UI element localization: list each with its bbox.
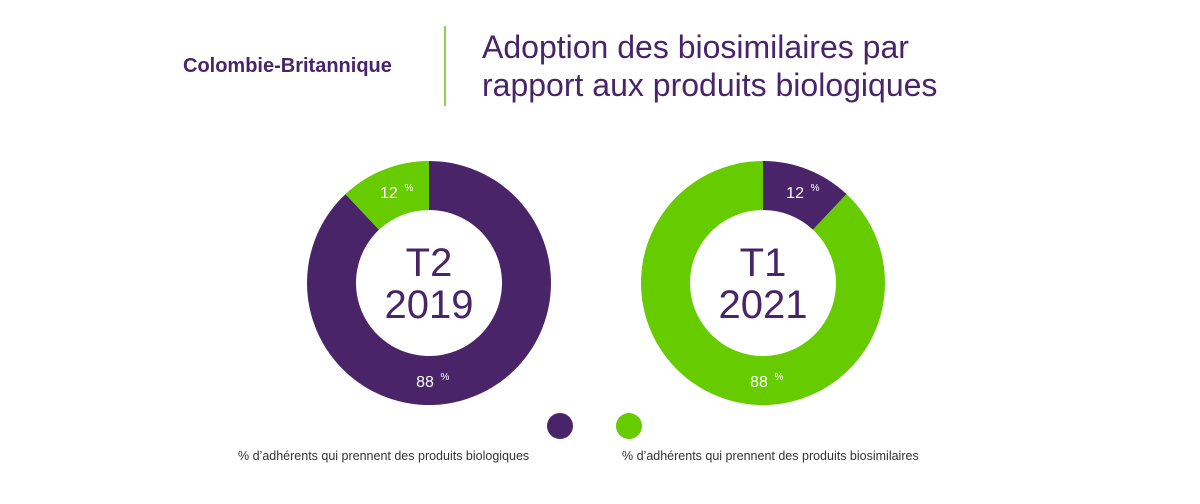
donut-1-label-biosimilar: 12: [380, 185, 398, 202]
donut-2-slice-biosimilar: [641, 161, 885, 406]
chart-title-line-2: rapport aux produits biologiques: [482, 67, 938, 103]
legend-dot-biosimilar: [616, 413, 642, 439]
donut-2-slice-biologic: [763, 161, 847, 230]
region-label: Colombie-Britannique: [183, 55, 392, 77]
chart-title: Adoption des biosimilaires par rapport a…: [482, 28, 937, 104]
donut-1-center-label-2: 2019: [385, 283, 474, 327]
donut-2-unit-biologic: %: [811, 183, 820, 194]
donut-1-label-biologic: 88: [416, 374, 434, 391]
donut-2-label-biosimilar: 88: [750, 374, 768, 391]
chart-title-line-1: Adoption des biosimilaires par: [482, 29, 909, 65]
donut-1-unit-biologic: %: [441, 372, 450, 383]
legend-label-biologic: % d’adhérents qui prennent des produits …: [238, 449, 530, 463]
donut-1-center-label-1: T2: [406, 241, 453, 285]
donut-1-slice-biologic: [306, 161, 551, 405]
legend-dot-biologic: [547, 413, 573, 439]
donut-2-label-biologic: 12: [786, 185, 804, 202]
donut-1-unit-biosimilar: %: [404, 183, 413, 194]
legend-label-biosimilar: % d’adhérents qui prennent des produits …: [622, 449, 919, 463]
donut-1-slice-biosimilar: [345, 161, 429, 230]
header-divider: [444, 26, 446, 106]
donut-2-center-label-2: 2021: [719, 283, 808, 327]
donut-2-center-label-1: T1: [740, 241, 787, 285]
donut-2-unit-biosimilar: %: [775, 372, 784, 383]
